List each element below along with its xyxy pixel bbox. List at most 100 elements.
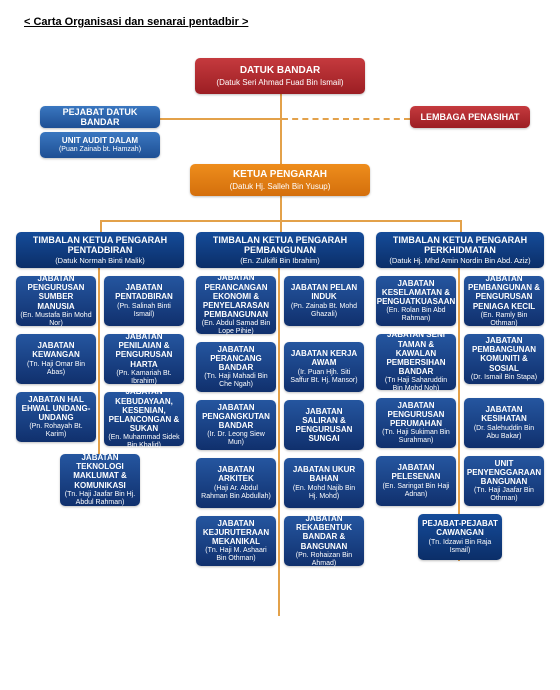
node-sub: (Tn. Haji Omar Bin Abas) xyxy=(20,361,92,377)
node-sub: (En. Ramly Bin Othman) xyxy=(468,312,540,328)
node-title: JABATAN PENTADBIRAN xyxy=(108,283,180,301)
node-title: JABATAN KEBUDAYAAN, KESENIAN, PELANCONGA… xyxy=(108,387,180,433)
node-sub: (Tn. Haji M. Ashaari Bin Othman) xyxy=(200,547,272,563)
connector xyxy=(280,94,282,220)
node-title: JABATAN SENI TAMAN & KAWALAN PEMBERSIHAN… xyxy=(380,330,452,376)
node-sub: (En. Zulkifli Bin Ibrahim) xyxy=(240,257,320,266)
node-b2: JABATAN PELAN INDUK (Pn. Zainab Bt. Mohd … xyxy=(284,276,364,326)
connector xyxy=(278,266,280,616)
connector-dashed xyxy=(282,118,410,120)
node-title: JABATAN PERANCANGAN EKONOMI & PENYELARAS… xyxy=(200,273,272,319)
node-b6: JABATAN SALIRAN & PENGURUSAN SUNGAI xyxy=(284,400,364,450)
node-lembaga-penasihat: LEMBAGA PENASIHAT xyxy=(410,106,530,128)
node-title: TIMBALAN KETUA PENGARAH PENTADBIRAN xyxy=(20,235,180,256)
node-sub: (Tn. Haji Jaafar Bin Othman) xyxy=(468,487,540,503)
node-sub: (Haji Ar. Abdul Rahman Bin Abdullah) xyxy=(200,485,272,501)
node-title: JABATAN HAL EHWAL UNDANG-UNDANG xyxy=(20,395,92,423)
connector xyxy=(160,118,280,120)
node-sub: (En. Abdul Samad Bin Lope Pihie) xyxy=(200,320,272,336)
org-chart: DATUK BANDAR (Datuk Seri Ahmad Fuad Bin … xyxy=(10,58,550,658)
node-title: JABATAN KESELAMATAN & PENGUATKUASAAN xyxy=(377,279,456,307)
node-b10: JABATAN REKABENTUK BANDAR & BANGUNAN(Pn.… xyxy=(284,516,364,566)
node-title: JABATAN KEWANGAN xyxy=(20,341,92,359)
node-b3: JABATAN PERANCANG BANDAR(Tn. Haji Mahadi… xyxy=(196,342,276,392)
node-sub: (Pn. Rohayah Bt. Karim) xyxy=(20,423,92,439)
node-sub: (Dr. Ismail Bin Stapa) xyxy=(471,374,537,382)
node-title: UNIT PENYENGGARAAN BANGUNAN xyxy=(467,459,541,487)
node-sub: (Pn. Zainab Bt. Mohd Ghazali) xyxy=(288,303,360,319)
node-title: JABATAN PENGANGKUTAN BANDAR xyxy=(200,403,272,431)
node-title: JABATAN UKUR BAHAN xyxy=(288,465,360,483)
node-unit-audit: UNIT AUDIT DALAM (Puan Zainab bt. Hamzah… xyxy=(40,132,160,158)
node-sub: (Puan Zainab bt. Hamzah) xyxy=(59,146,141,154)
node-a4: JABATAN PENILAIAN & PENGURUSAN HARTA(Pn.… xyxy=(104,334,184,384)
node-title: JABATAN PEMBANGUNAN KOMUNITI & SOSIAL xyxy=(468,336,540,373)
node-sub: (Ir. Puan Hjh. Siti Saffur Bt. Hj. Manso… xyxy=(288,369,360,385)
node-title: JABATAN REKABENTUK BANDAR & BANGUNAN xyxy=(288,514,360,551)
connector xyxy=(460,220,462,232)
node-b9: JABATAN KEJURUTERAAN MEKANIKAL(Tn. Haji … xyxy=(196,516,276,566)
node-title: JABATAN PELESENAN xyxy=(380,463,452,481)
connector xyxy=(100,220,102,232)
node-a5: JABATAN HAL EHWAL UNDANG-UNDANG(Pn. Roha… xyxy=(16,392,96,442)
node-sub: (Datuk Hj. Mhd Amin Nordin Bin Abd. Aziz… xyxy=(389,257,530,266)
node-sub: (Tn. Haji Jaafar Bin Hj. Abdul Rahman) xyxy=(64,491,136,507)
node-tk-perkhidmatan: TIMBALAN KETUA PENGARAH PERKHIDMATAN (Da… xyxy=(376,232,544,268)
node-title: PEJABAT DATUK BANDAR xyxy=(44,107,156,128)
node-title: JABATAN KEJURUTERAAN MEKANIKAL xyxy=(200,519,272,547)
node-b7: JABATAN ARKITEK (Haji Ar. Abdul Rahman Bi… xyxy=(196,458,276,508)
node-sub: (Pn. Rohaizan Bin Ahmad) xyxy=(288,552,360,568)
node-title: JABATAN SALIRAN & PENGURUSAN SUNGAI xyxy=(288,407,360,444)
node-sub: (Dr. Salehuddin Bin Abu Bakar) xyxy=(468,425,540,441)
node-title: JABATAN PELAN INDUK xyxy=(288,283,360,301)
node-tk-pentadbiran: TIMBALAN KETUA PENGARAH PENTADBIRAN (Dat… xyxy=(16,232,184,268)
node-c4: JABATAN PEMBANGUNAN KOMUNITI & SOSIAL(Dr… xyxy=(464,334,544,384)
node-sub: (Ir. Dr. Leong Siew Mun) xyxy=(200,431,272,447)
node-b5: JABATAN PENGANGKUTAN BANDAR(Ir. Dr. Leon… xyxy=(196,400,276,450)
doc-title: < Carta Organisasi dan senarai pentadbir… xyxy=(24,16,550,28)
node-tk-pembangunan: TIMBALAN KETUA PENGARAH PEMBANGUNAN (En.… xyxy=(196,232,364,268)
node-title: JABATAN PENGURUSAN SUMBER MANUSIA xyxy=(20,274,92,311)
node-sub: (En. Rolan Bin Abd Rahman) xyxy=(380,307,452,323)
node-c2: JABATAN PEMBANGUNAN & PENGURUSAN PENIAGA… xyxy=(464,276,544,326)
node-title: TIMBALAN KETUA PENGARAH PERKHIDMATAN xyxy=(380,235,540,256)
node-title: UNIT AUDIT DALAM xyxy=(62,136,138,145)
node-title: LEMBAGA PENASIHAT xyxy=(421,112,520,122)
node-title: JABATAN ARKITEK xyxy=(200,465,272,483)
node-a1: JABATAN PENGURUSAN SUMBER MANUSIA(En. Mu… xyxy=(16,276,96,326)
node-a3: JABATAN KEWANGAN (Tn. Haji Omar Bin Abas) xyxy=(16,334,96,384)
node-sub: (Tn. Idzawi Bin Raja Ismail) xyxy=(422,539,498,555)
node-sub: (Pn. Salinah Binti Ismail) xyxy=(108,303,180,319)
node-datuk-bandar: DATUK BANDAR (Datuk Seri Ahmad Fuad Bin … xyxy=(195,58,365,94)
node-sub: (En. Saringat Bin Haji Adnan) xyxy=(380,483,452,499)
node-c8: UNIT PENYENGGARAAN BANGUNAN(Tn. Haji Jaa… xyxy=(464,456,544,506)
node-b8: JABATAN UKUR BAHAN(En. Mohd Najib Bin Hj… xyxy=(284,458,364,508)
node-title: PEJABAT-PEJABAT CAWANGAN xyxy=(422,519,498,537)
node-c3: JABATAN SENI TAMAN & KAWALAN PEMBERSIHAN… xyxy=(376,334,456,390)
node-c7: JABATAN PELESENAN (En. Saringat Bin Haji … xyxy=(376,456,456,506)
node-title: JABATAN PENGURUSAN PERUMAHAN xyxy=(380,401,452,429)
node-sub: (En. Mustafa Bin Mohd Nor) xyxy=(20,312,92,328)
node-b4: JABATAN KERJA AWAM(Ir. Puan Hjh. Siti Sa… xyxy=(284,342,364,392)
node-title: JABATAN KESIHATAN xyxy=(468,405,540,423)
node-title: TIMBALAN KETUA PENGARAH PEMBANGUNAN xyxy=(200,235,360,256)
node-a2: JABATAN PENTADBIRAN (Pn. Salinah Binti Is… xyxy=(104,276,184,326)
node-a7: JABATAN TEKNOLOGI MAKLUMAT & KOMUNIKASI(… xyxy=(60,454,140,506)
node-title: DATUK BANDAR xyxy=(240,65,320,77)
node-title: JABATAN TEKNOLOGI MAKLUMAT & KOMUNIKASI xyxy=(64,453,136,490)
node-title: JABATAN PENILAIAN & PENGURUSAN HARTA xyxy=(108,332,180,369)
node-sub: (En. Muhammad Sidek Bin Khalid) xyxy=(108,434,180,450)
node-c9: PEJABAT-PEJABAT CAWANGAN (Tn. Idzawi Bin … xyxy=(418,514,502,560)
node-c5: JABATAN PENGURUSAN PERUMAHAN(Tn. Haji Su… xyxy=(376,398,456,448)
connector xyxy=(280,220,282,232)
node-sub: (Datuk Hj. Salleh Bin Yusup) xyxy=(230,182,331,191)
node-b1: JABATAN PERANCANGAN EKONOMI & PENYELARAS… xyxy=(196,276,276,334)
node-sub: (Datuk Seri Ahmad Fuad Bin Ismail) xyxy=(216,78,343,87)
node-c6: JABATAN KESIHATAN (Dr. Salehuddin Bin Abu… xyxy=(464,398,544,448)
node-a6: JABATAN KEBUDAYAAN, KESENIAN, PELANCONGA… xyxy=(104,392,184,446)
node-title: KETUA PENGARAH xyxy=(233,169,327,181)
node-title: JABATAN PERANCANG BANDAR xyxy=(200,345,272,373)
node-c1: JABATAN KESELAMATAN & PENGUATKUASAAN(En.… xyxy=(376,276,456,326)
node-sub: (Tn Haji Saharuddin Bin Mohd Noh) xyxy=(380,377,452,393)
node-pejabat-datuk-bandar: PEJABAT DATUK BANDAR xyxy=(40,106,160,128)
